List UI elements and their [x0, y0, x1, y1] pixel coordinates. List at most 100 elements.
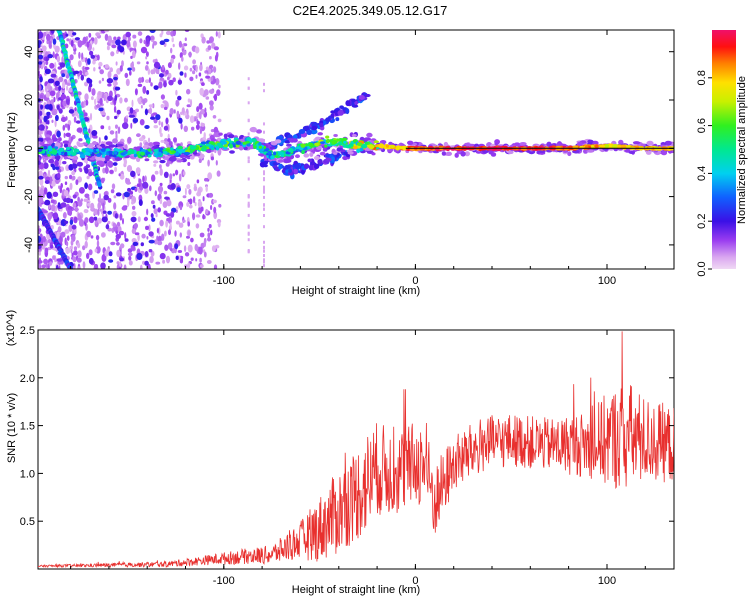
spectrogram-blob — [100, 125, 105, 130]
spectrogram-speckle — [161, 233, 165, 241]
snr-multiplier: (x10^4) — [5, 310, 17, 346]
spectrogram-blob — [38, 244, 42, 250]
spectrogram-branch-cell — [292, 134, 298, 140]
spectrogram-speckle — [142, 99, 146, 106]
spectrogram-halo-cell — [371, 152, 376, 156]
spectrogram-speckle — [59, 235, 62, 243]
spectrogram-speckle — [150, 82, 153, 87]
spectrogram-ridge-cell — [73, 148, 78, 153]
spectrogram-blob — [88, 216, 95, 224]
spectrogram-blob — [49, 62, 55, 69]
spectrogram-halo-cell — [269, 146, 276, 150]
spectrogram-speckle — [187, 221, 190, 227]
spectrogram-ridge-cell — [96, 148, 100, 152]
spectrogram-speckle — [214, 54, 218, 62]
spectrogram-speckle — [140, 264, 143, 269]
spectrogram-halo-cell — [76, 161, 83, 167]
spectrogram-branch-cell — [319, 122, 324, 128]
spectrogram-speckle — [82, 261, 86, 269]
spectrogram-speckle — [61, 81, 66, 89]
spectrogram-ridge-cell — [162, 150, 168, 155]
spectrogram-speckle — [183, 125, 188, 132]
spectrogram-speckle — [198, 246, 203, 255]
spectrogram-ridge-cell — [352, 145, 359, 150]
spectrogram-speckle — [67, 30, 73, 37]
spectrogram-speckle — [168, 229, 171, 236]
spectrogram-speckle — [196, 120, 200, 125]
spectrogram-speckle — [204, 107, 207, 113]
spectrogram-speckle — [119, 173, 125, 180]
spectrogram-speckle — [147, 68, 151, 75]
spectrogram-halo-cell — [407, 140, 414, 145]
spectrogram-halo-cell — [92, 141, 97, 145]
spectrogram-speckle — [98, 61, 103, 67]
spectrogram-speckle — [177, 250, 183, 253]
spectrogram-speckle — [137, 234, 140, 242]
spectrogram-speckle — [100, 177, 105, 184]
spectrogram-speckle — [198, 102, 203, 110]
spectrogram-blob — [54, 80, 60, 87]
spectrogram-ridge-cell — [157, 151, 162, 157]
spectrogram-speckle — [110, 189, 115, 194]
spectrogram-blob — [40, 104, 44, 110]
spectrogram-halo-cell — [152, 141, 160, 146]
spectrogram-speckle — [208, 224, 212, 229]
spectrogram-halo-cell — [286, 143, 292, 147]
spectrogram-ridge-cell — [396, 145, 401, 149]
spectrogram-blob — [157, 207, 161, 213]
spectrogram-halo-cell — [38, 160, 41, 165]
spectrogram-ridge-cell — [129, 149, 135, 155]
spectrogram-speckle — [208, 64, 214, 70]
spectrogram-halo-cell — [105, 141, 113, 146]
spectrogram-blob — [159, 40, 165, 45]
spectrogram-speckle — [213, 93, 218, 102]
spectrogram-speckle — [161, 65, 165, 70]
spectrogram-speckle — [104, 166, 109, 174]
spectrogram-speckle — [130, 244, 136, 251]
spectrogram-ridge-cell — [123, 151, 128, 155]
spectrogram-speckle — [98, 91, 103, 96]
spectrogram-speckle — [118, 173, 121, 177]
spectrogram-speckle — [73, 116, 77, 123]
spectrogram-column-cell — [263, 260, 265, 264]
spectrogram-halo-cell — [572, 150, 580, 154]
spectrogram-speckle — [218, 84, 221, 89]
spectrogram-ridge-cell — [572, 145, 579, 150]
spectrogram-speckle — [190, 257, 194, 261]
spectrogram-speckle — [208, 89, 215, 94]
spectrogram-halo-cell — [39, 141, 45, 146]
spectrogram-halo-cell — [313, 155, 320, 161]
snr-xlabel: Height of straight line (km) — [292, 584, 420, 596]
spectrogram-halo-cell — [507, 150, 514, 155]
spectrogram-speckle — [127, 199, 130, 207]
spectrogram-speckle — [77, 40, 83, 48]
spectrogram-blob — [58, 85, 62, 91]
spectrogram-speckle — [134, 88, 138, 96]
spectrogram-ytick-label: 0 — [23, 145, 35, 151]
spectrogram-speckle — [98, 137, 101, 145]
spectrogram-speckle — [52, 51, 55, 59]
spectrogram-branch-cell — [364, 93, 371, 98]
spectrogram-halo-cell — [62, 140, 69, 144]
spectrogram-speckle — [149, 35, 155, 41]
spectrogram-blob — [114, 213, 118, 219]
spectrogram-ridge-cell — [190, 145, 197, 150]
spectrogram-speckle — [195, 258, 198, 262]
spectrogram-blob — [50, 163, 55, 168]
spectrogram-speckle — [210, 76, 214, 82]
spectrogram-speckle — [180, 123, 183, 130]
spectrogram-speckle — [184, 252, 190, 257]
spectrogram-speckle — [124, 97, 128, 103]
spectrogram-branch-cell — [308, 164, 314, 171]
spectrogram-blob — [174, 243, 179, 250]
spectrogram-speckle — [43, 258, 49, 265]
spectrogram-ridge-cell — [216, 142, 223, 146]
spectrogram-blob — [150, 213, 154, 219]
spectrogram-branch-cell — [325, 117, 331, 122]
spectrogram-ridge-cell — [364, 141, 369, 145]
spectrogram-speckle — [135, 108, 139, 113]
spectrogram-speckle — [96, 104, 101, 108]
spectrogram-ridge-cell — [190, 149, 194, 153]
spectrogram-blob — [68, 109, 75, 114]
spectrogram-speckle — [113, 36, 117, 41]
